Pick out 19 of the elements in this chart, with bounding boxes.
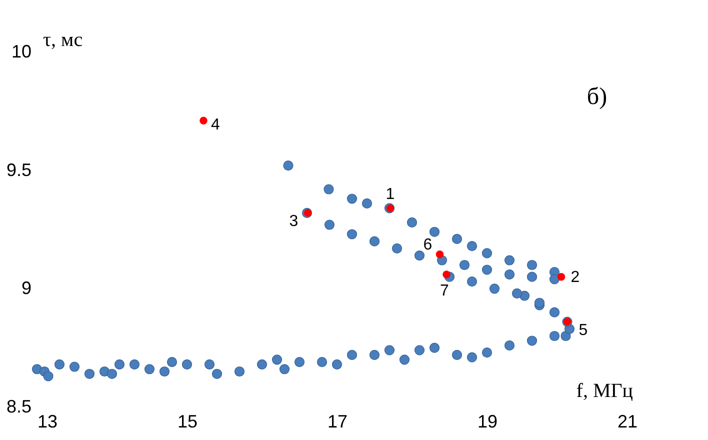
- y-tick-label: 10: [11, 42, 32, 62]
- x-axis-title: f, МГц: [576, 380, 634, 402]
- x-tick-label: 13: [38, 412, 58, 432]
- y-tick-label: 9.5: [6, 160, 32, 180]
- annotation: 7: [440, 282, 450, 300]
- y-tick-label: 8.5: [6, 396, 32, 416]
- annotation: 2: [570, 268, 580, 286]
- text: б): [586, 84, 608, 110]
- y-axis-title: τ, мс: [43, 29, 83, 51]
- annotation: 1: [386, 186, 395, 204]
- x-tick-label: 19: [477, 412, 498, 432]
- x-tick-label: 21: [617, 412, 638, 432]
- y-tick-label: 9: [21, 278, 32, 298]
- annotation: 6: [423, 236, 432, 254]
- annotation: 5: [578, 322, 588, 339]
- x-tick-label: 15: [177, 412, 198, 432]
- annotation: 4: [211, 116, 220, 134]
- annotation: 3: [289, 212, 298, 230]
- x-tick-label: 17: [327, 412, 348, 432]
